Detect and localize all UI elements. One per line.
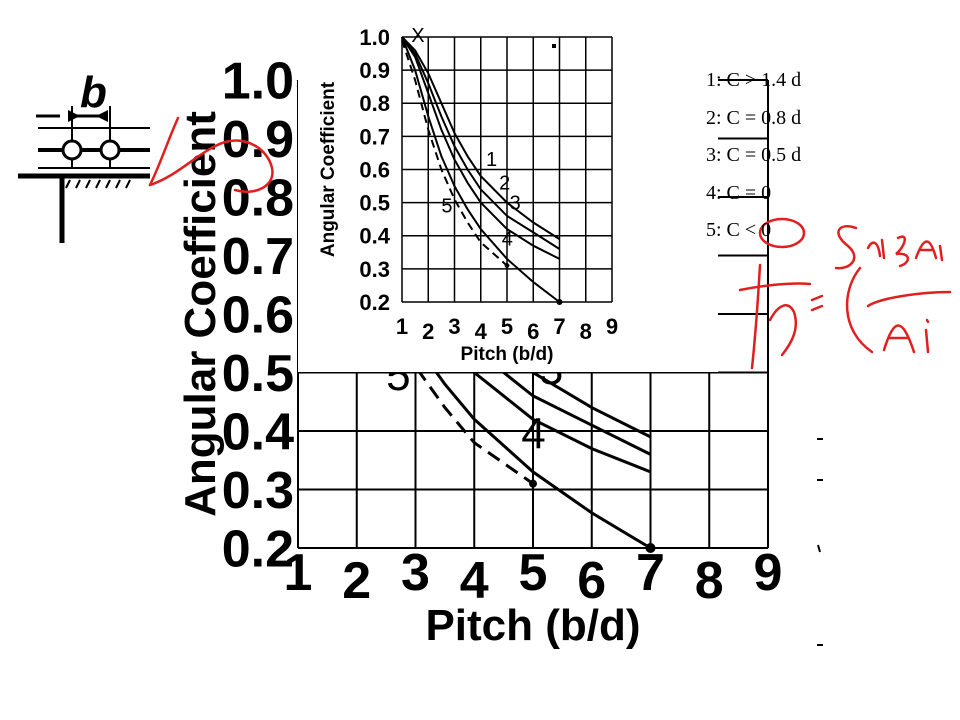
inset-x-tick-label: 4	[475, 319, 488, 344]
inset-y-tick-label: 0.7	[359, 124, 390, 149]
inset-endpoint-marker	[556, 299, 563, 305]
legend-item-1: 1: C > 1.4 d	[706, 69, 802, 91]
inset-series-line-3	[401, 36, 560, 260]
red-annotations	[148, 116, 952, 370]
inset-x-tick-label: 7	[553, 314, 565, 339]
inset-x-tick-label: 1	[396, 314, 408, 339]
margin-ticks	[817, 438, 823, 646]
inset-y-tick-label: 0.8	[359, 91, 390, 116]
inset-endpoint-marker-5	[504, 263, 510, 268]
large-y-tick-label: 0.7	[222, 228, 294, 286]
inset-x-tick-label: 6	[527, 319, 539, 344]
large-y-tick-label: 0.6	[222, 287, 294, 345]
large-x-tick-label: 8	[695, 552, 724, 610]
large-x-tick-label: 2	[342, 552, 371, 610]
inset-curve-label-1: 1	[486, 149, 497, 171]
inset-chart: 1 2 3 4 5 6 7 8 90.20.30.40.50.60.70.80.91.0Pitc…	[318, 25, 618, 365]
large-x-tick-label: 7	[636, 544, 665, 602]
bolt-diagram: b	[18, 68, 150, 243]
inset-y-tick-label: 0.5	[359, 191, 390, 216]
large-curve-label-4: 4	[521, 410, 545, 459]
legend-item-4: 4: C = 0	[706, 181, 772, 204]
red-fraction-bar	[866, 290, 952, 308]
bolt-hole-2	[99, 139, 121, 161]
large-y-axis-title: Angular Coefficient	[176, 111, 225, 517]
inset-x-tick-label: 2	[422, 319, 434, 344]
inset-y-tick-label: 0.4	[359, 224, 390, 249]
inset-y-tick-label: 0.6	[359, 157, 390, 182]
figure-label-b: b	[80, 68, 107, 117]
inset-y-tick-label: 0.3	[359, 257, 390, 282]
large-endpoint-marker-5	[529, 479, 537, 488]
large-endpoint-marker	[645, 543, 656, 553]
red-ai-top	[914, 240, 944, 262]
inset-x-tick-label: 9	[606, 314, 618, 339]
legend-item-2: 2: C = 0.8 d	[706, 106, 802, 129]
red-paren	[845, 266, 874, 354]
red-y-mark	[768, 304, 798, 357]
red-x-i	[866, 238, 886, 260]
inset-x-tick-label: 3	[448, 314, 460, 339]
large-x-tick-label: 9	[754, 544, 783, 602]
inset-series-line-5	[401, 39, 508, 267]
inset-series-line-4	[401, 36, 561, 303]
legend-item-3: 3: C = 0.5 d	[706, 144, 802, 166]
large-x-tick-label: 1	[284, 544, 313, 602]
inset-x-tick-label: 5	[501, 314, 513, 339]
large-y-tick-label: 0.5	[222, 345, 294, 403]
large-y-tick-label: 0.4	[222, 404, 294, 462]
inset-curve-label-3: 3	[510, 192, 521, 214]
red-f-stem	[750, 263, 762, 370]
inset-series-line-2	[401, 36, 561, 250]
large-x-tick-label: 5	[519, 544, 548, 602]
red-f-stroke	[738, 282, 812, 292]
red-sigma	[834, 225, 858, 270]
inset-x-tick-label: 8	[580, 319, 592, 344]
large-x-tick-label: 4	[460, 552, 489, 610]
bolt-hole-1	[61, 139, 83, 161]
inset-curve-label-4: 4	[502, 229, 513, 251]
stray-dot	[552, 44, 556, 48]
large-x-tick-label: 6	[577, 552, 606, 610]
red-equals	[810, 294, 824, 312]
red-check-mark	[148, 116, 180, 187]
large-y-tick-label: 0.8	[222, 170, 294, 228]
large-x-tick-label: 3	[401, 544, 430, 602]
inset-background	[298, 0, 718, 372]
inset-y-tick-label: 1.0	[359, 25, 390, 50]
inset-y-tick-label: 0.9	[359, 58, 390, 83]
red-xi	[895, 235, 909, 268]
large-x-axis-title: Pitch (b/d)	[425, 601, 640, 650]
large-y-tick-label: 1.0	[222, 53, 294, 111]
inset-curve-label-2: 2	[499, 172, 510, 194]
inset-y-axis-title: Angular Coefficient	[318, 81, 339, 257]
large-y-tick-label: 0.2	[222, 521, 294, 579]
red-loop-mark	[148, 139, 274, 193]
large-y-tick-label: 0.3	[222, 462, 294, 520]
large-chart: 1 2 3 4 5 6 7 8 90.20.30.40.50.60.70.80.91.0Pitc…	[176, 52, 782, 650]
legend-item-5: 5: C < 0	[706, 219, 772, 241]
legend: 1: C > 1.4 d 2: C = 0.8 d 3: C = 0.5 d 4…	[706, 62, 801, 250]
red-circle-legend	[758, 217, 806, 249]
inset-x-axis-title: Pitch (b/d)	[461, 344, 554, 365]
red-ai-bottom	[882, 318, 930, 354]
inset-x-marker: X	[411, 25, 424, 47]
inset-y-tick-label: 0.2	[359, 290, 390, 315]
inset-curve-label-5: 5	[441, 196, 452, 218]
inset-series-line-1	[401, 36, 561, 240]
